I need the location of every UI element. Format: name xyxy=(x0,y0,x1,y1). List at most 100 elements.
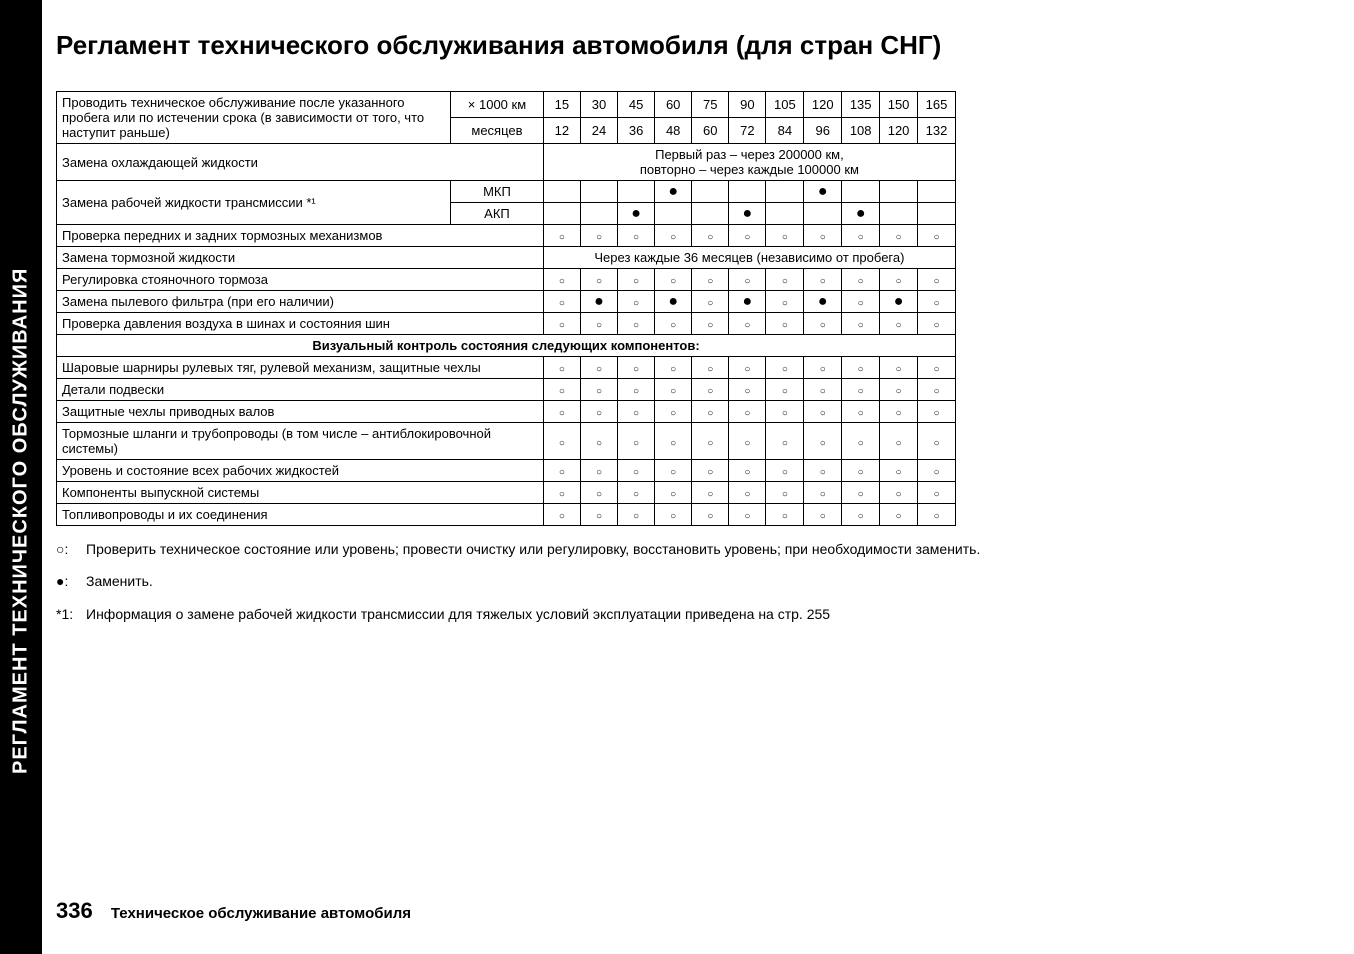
footer: 336 Техническое обслуживание автомобиля xyxy=(56,898,411,924)
table-cell: ○ xyxy=(842,357,880,379)
side-tab: РЕГЛАМЕНТ ТЕХНИЧЕСКОГО ОБСЛУЖИВАНИЯ xyxy=(0,0,42,954)
table-cell: ○ xyxy=(842,313,880,335)
note-row: *1: Информация о замене рабочей жидкости… xyxy=(56,603,1316,625)
table-cell: 150 xyxy=(880,92,918,118)
table-cell: ○ xyxy=(655,269,692,291)
table-cell: Топливопроводы и их соединения xyxy=(57,504,544,526)
table-cell xyxy=(880,203,918,225)
table-cell: ○ xyxy=(692,401,729,423)
table-cell: ○ xyxy=(618,423,655,460)
table-cell xyxy=(766,181,804,203)
table-cell: ○ xyxy=(618,401,655,423)
table-cell: 96 xyxy=(804,118,842,144)
table-cell: ○ xyxy=(918,423,956,460)
table-cell: ○ xyxy=(655,482,692,504)
table-cell: ○ xyxy=(766,379,804,401)
page-number: 336 xyxy=(56,898,93,923)
table-cell: ○ xyxy=(766,482,804,504)
table-cell: Детали подвески xyxy=(57,379,544,401)
table-cell: ● xyxy=(618,203,655,225)
table-cell: ○ xyxy=(804,269,842,291)
table-cell: 105 xyxy=(766,92,804,118)
table-cell xyxy=(918,181,956,203)
table-cell: ○ xyxy=(618,357,655,379)
table-cell: ○ xyxy=(766,357,804,379)
table-cell: ○ xyxy=(880,401,918,423)
table-cell xyxy=(842,181,880,203)
table-cell: Компоненты выпускной системы xyxy=(57,482,544,504)
table-cell: 72 xyxy=(729,118,766,144)
table-cell: ○ xyxy=(804,401,842,423)
main-content: Регламент технического обслуживания авто… xyxy=(56,30,1316,635)
table-cell xyxy=(618,181,655,203)
table-cell: ○ xyxy=(618,460,655,482)
table-cell: ○ xyxy=(842,504,880,526)
table-cell: ○ xyxy=(842,482,880,504)
table-cell: ○ xyxy=(692,357,729,379)
table-cell: ○ xyxy=(580,482,617,504)
table-cell: ○ xyxy=(729,313,766,335)
table-cell: 132 xyxy=(918,118,956,144)
footer-text: Техническое обслуживание автомобиля xyxy=(111,905,411,922)
table-cell: ● xyxy=(880,291,918,313)
table-cell: ○ xyxy=(729,401,766,423)
table-cell: Через каждые 36 месяцев (независимо от п… xyxy=(543,247,955,269)
table-cell: ○ xyxy=(692,460,729,482)
table-cell: Тормозные шланги и трубопроводы (в том ч… xyxy=(57,423,544,460)
note-symbol: ●: xyxy=(56,570,86,592)
table-cell: ○ xyxy=(543,225,580,247)
table-cell: ○ xyxy=(729,482,766,504)
table-cell: ○ xyxy=(842,269,880,291)
table-cell: ○ xyxy=(692,504,729,526)
table-cell: ○ xyxy=(543,313,580,335)
table-cell: ○ xyxy=(842,423,880,460)
note-symbol: *1: xyxy=(56,603,86,625)
table-cell: ○ xyxy=(655,423,692,460)
table-cell: ○ xyxy=(580,504,617,526)
page-title: Регламент технического обслуживания авто… xyxy=(56,30,1316,61)
table-cell xyxy=(804,203,842,225)
table-cell: ○ xyxy=(804,460,842,482)
table-cell: ○ xyxy=(543,460,580,482)
table-cell: ○ xyxy=(880,504,918,526)
table-cell: ● xyxy=(655,291,692,313)
table-cell: ○ xyxy=(918,313,956,335)
table-cell: ○ xyxy=(580,313,617,335)
table-cell: ○ xyxy=(729,357,766,379)
table-cell: МКП xyxy=(451,181,544,203)
table-cell: ● xyxy=(655,181,692,203)
table-cell: ○ xyxy=(918,225,956,247)
table-cell: ○ xyxy=(580,423,617,460)
table-cell: ○ xyxy=(918,460,956,482)
table-cell: ○ xyxy=(880,225,918,247)
table-cell: ○ xyxy=(618,291,655,313)
table-cell: ○ xyxy=(842,401,880,423)
table-cell: ○ xyxy=(918,504,956,526)
note-row: ○: Проверить техническое состояние или у… xyxy=(56,538,1316,560)
table-cell xyxy=(543,181,580,203)
table-cell xyxy=(543,203,580,225)
table-cell: 108 xyxy=(842,118,880,144)
table-cell: ○ xyxy=(880,460,918,482)
note-text: Заменить. xyxy=(86,570,1316,592)
table-cell: ○ xyxy=(729,269,766,291)
note-row: ●: Заменить. xyxy=(56,570,1316,592)
table-cell: ○ xyxy=(580,401,617,423)
table-cell: ● xyxy=(729,291,766,313)
table-cell: ○ xyxy=(918,291,956,313)
table-cell: Уровень и состояние всех рабочих жидкост… xyxy=(57,460,544,482)
table-cell: ○ xyxy=(729,423,766,460)
table-cell: ○ xyxy=(918,357,956,379)
table-cell: Шаровые шарниры рулевых тяг, рулевой мех… xyxy=(57,357,544,379)
table-cell: Замена пылевого фильтра (при его наличии… xyxy=(57,291,544,313)
table-cell: 75 xyxy=(692,92,729,118)
table-cell: ○ xyxy=(842,291,880,313)
table-cell: ● xyxy=(580,291,617,313)
table-cell: 12 xyxy=(543,118,580,144)
table-cell: ○ xyxy=(543,482,580,504)
table-cell: ○ xyxy=(618,313,655,335)
table-cell xyxy=(655,203,692,225)
table-cell: ○ xyxy=(543,504,580,526)
table-cell: ○ xyxy=(543,401,580,423)
table-cell: ○ xyxy=(580,379,617,401)
